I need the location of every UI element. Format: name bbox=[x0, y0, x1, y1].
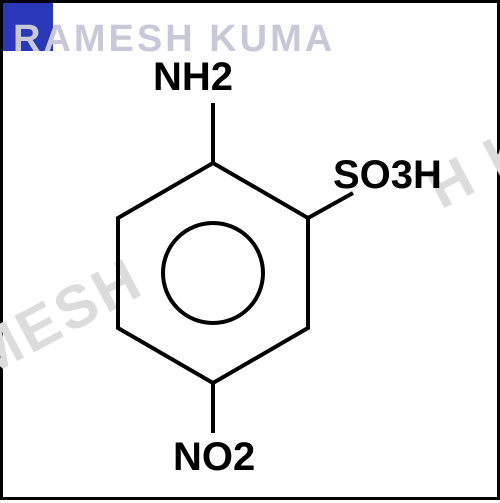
label-so3h: SO3H bbox=[333, 153, 442, 198]
aromatic-circle bbox=[163, 223, 263, 323]
diagram-frame: RAMESH KUMA MESH H KU NH2 SO3H NO2 bbox=[0, 0, 500, 500]
label-no2: NO2 bbox=[173, 435, 255, 480]
chemical-structure bbox=[3, 3, 500, 503]
label-nh2: NH2 bbox=[153, 55, 233, 100]
benzene-ring bbox=[118, 163, 308, 383]
